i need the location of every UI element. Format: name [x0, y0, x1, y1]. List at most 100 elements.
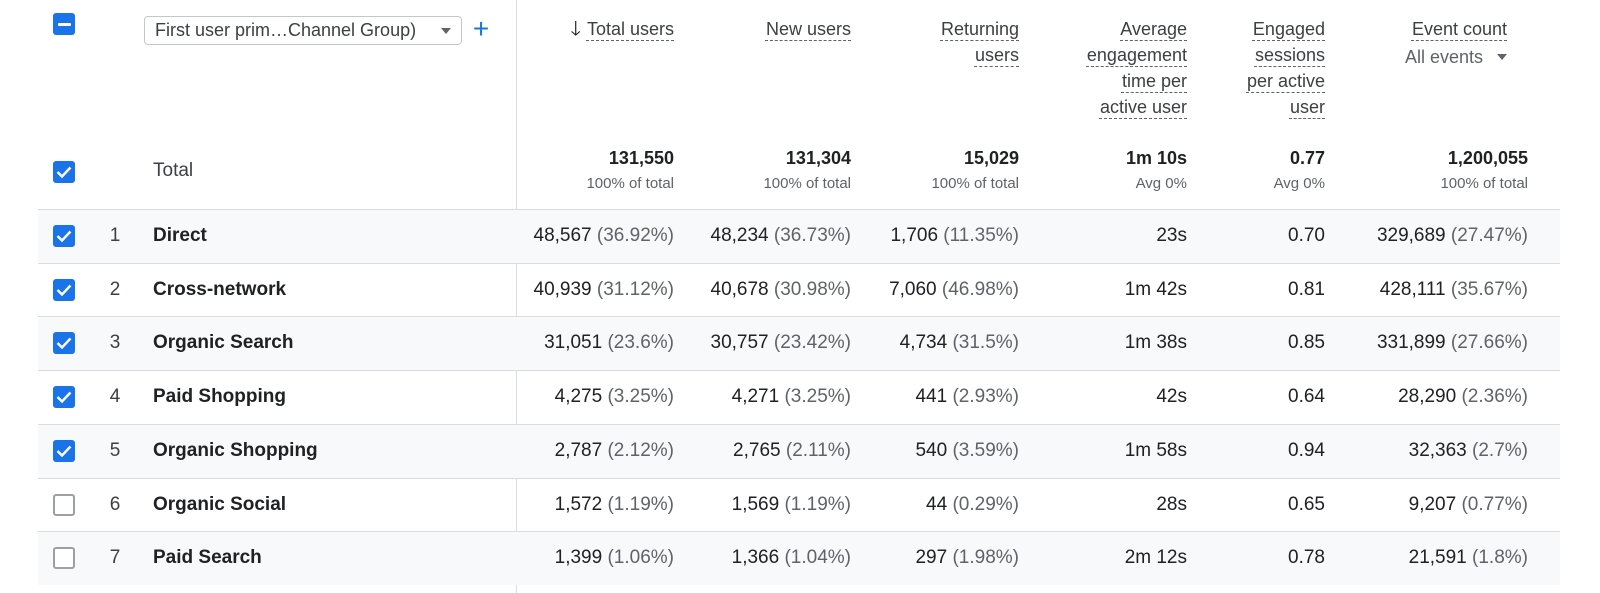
column-header-total-users[interactable]: 🡓 Total users	[570, 18, 674, 40]
event-select-label: All events	[1404, 47, 1483, 67]
table-row[interactable]: 4 Paid Shopping 4,275 (3.25%) 4,271 (3.25%)…	[38, 370, 1560, 424]
row-checkbox[interactable]	[53, 439, 75, 462]
table-row[interactable]: 3 Organic Search 31,051 (23.6%) 30,757 (23.…	[38, 316, 1560, 371]
row-checkbox[interactable]	[53, 278, 75, 301]
column-header-avg-engagement[interactable]: Average engagement time per active user	[1086, 19, 1187, 117]
cell-new-users: 40,678 (30.98%)	[710, 278, 852, 300]
cell-avg-engagement: 1m 42s	[1124, 278, 1187, 300]
total-engaged-sessions: 0.77 Avg 0%	[1273, 148, 1325, 192]
column-header-engaged-sessions[interactable]: Engaged sessions per active user	[1246, 19, 1325, 117]
row-index: 3	[109, 332, 121, 354]
cell-returning-users: 441 (2.93%)	[915, 386, 1019, 408]
cell-total-users: 1,399 (1.06%)	[554, 547, 674, 569]
report-table: First user prim…Channel Group) + 🡓 Total …	[38, 0, 1560, 593]
cell-total-users: 4,275 (3.25%)	[554, 386, 674, 408]
table-row[interactable]: 2 Cross-network 40,939 (31.12%) 40,678 (30.…	[38, 262, 1560, 317]
add-dimension-button[interactable]: +	[472, 13, 490, 44]
sort-descending-icon: 🡓	[570, 18, 581, 40]
table-row[interactable]: 1 Direct 48,567 (36.92%) 48,234 (36.73%) 1,7…	[38, 209, 1560, 263]
cell-total-users: 40,939 (31.12%)	[533, 278, 675, 300]
total-label: Total	[153, 160, 194, 181]
cell-returning-users: 7,060 (46.98%)	[889, 278, 1019, 300]
cell-engaged-sessions: 0.70	[1288, 225, 1325, 246]
total-checkbox[interactable]	[53, 161, 75, 183]
cell-new-users: 1,366 (1.04%)	[731, 547, 851, 569]
table-row[interactable]: 5 Organic Shopping 2,787 (2.12%) 2,765 (2.1…	[38, 423, 1560, 478]
check-icon	[56, 338, 72, 350]
row-checkbox[interactable]	[53, 225, 75, 247]
table-row[interactable]: 7 Paid Search 1,399 (1.06%) 1,366 (1.04%) 29…	[38, 531, 1560, 586]
cell-returning-users: 297 (1.98%)	[915, 547, 1019, 569]
cell-new-users: 48,234 (36.73%)	[710, 225, 852, 246]
row-checkbox[interactable]	[53, 547, 75, 570]
cell-event-count: 28,290 (2.36%)	[1398, 386, 1528, 408]
column-divider	[516, 0, 517, 593]
event-select[interactable]: All events	[1405, 44, 1507, 70]
row-index: 2	[109, 278, 121, 300]
total-total-users: 131,550 100% of total	[586, 148, 674, 192]
cell-avg-engagement: 1m 38s	[1124, 332, 1187, 354]
chevron-down-icon	[441, 27, 451, 34]
cell-returning-users: 1,706 (11.35%)	[890, 225, 1019, 246]
row-checkbox[interactable]	[53, 332, 75, 355]
row-index: 1	[109, 225, 121, 246]
row-index: 7	[109, 547, 121, 569]
total-avg-engagement: 1m 10s Avg 0%	[1125, 148, 1187, 192]
dimension-select-label: First user prim…Channel Group)	[155, 20, 417, 40]
check-icon	[56, 284, 72, 296]
cell-avg-engagement: 1m 58s	[1124, 439, 1187, 461]
row-channel-name: Organic Social	[153, 493, 287, 515]
row-channel-name: Cross-network	[153, 278, 287, 300]
cell-event-count: 32,363 (2.7%)	[1408, 439, 1528, 461]
row-checkbox[interactable]	[53, 493, 75, 516]
cell-event-count: 331,899 (27.66%)	[1376, 332, 1528, 354]
cell-new-users: 30,757 (23.42%)	[710, 332, 852, 354]
column-header-returning-users[interactable]: Returning users	[940, 19, 1019, 65]
cell-new-users: 1,569 (1.19%)	[731, 493, 851, 515]
row-channel-name: Organic Shopping	[153, 439, 318, 461]
check-icon	[56, 166, 72, 179]
cell-avg-engagement: 23s	[1156, 225, 1187, 246]
cell-total-users: 1,572 (1.19%)	[554, 493, 674, 515]
cell-returning-users: 44 (0.29%)	[926, 493, 1019, 515]
cell-event-count: 9,207 (0.77%)	[1408, 493, 1528, 515]
cell-avg-engagement: 2m 12s	[1124, 547, 1187, 569]
row-checkbox[interactable]	[53, 386, 75, 409]
cell-event-count: 21,591 (1.8%)	[1408, 547, 1528, 569]
check-icon	[56, 230, 72, 243]
cell-total-users: 48,567 (36.92%)	[533, 225, 675, 246]
cell-total-users: 2,787 (2.12%)	[554, 439, 674, 461]
column-header-event-count[interactable]: Event count All events	[1405, 16, 1507, 70]
select-all-checkbox[interactable]	[53, 13, 75, 35]
indeterminate-icon	[57, 22, 71, 26]
chevron-down-icon	[1497, 54, 1507, 60]
table-row[interactable]: 6 Organic Social 1,572 (1.19%) 1,569 (1.19%…	[38, 477, 1560, 532]
check-icon	[56, 391, 72, 404]
column-header-new-users[interactable]: New users	[765, 19, 851, 39]
total-returning-users: 15,029 100% of total	[931, 148, 1019, 192]
cell-engaged-sessions: 0.64	[1288, 386, 1325, 408]
total-event-count: 1,200,055 100% of total	[1440, 148, 1528, 192]
row-index: 5	[109, 439, 121, 461]
dimension-select[interactable]: First user prim…Channel Group)	[144, 16, 462, 45]
cell-new-users: 4,271 (3.25%)	[731, 386, 851, 408]
cell-engaged-sessions: 0.81	[1288, 278, 1325, 300]
cell-new-users: 2,765 (2.11%)	[733, 439, 851, 461]
cell-returning-users: 540 (3.59%)	[915, 439, 1019, 461]
cell-engaged-sessions: 0.94	[1288, 439, 1325, 461]
row-index: 4	[109, 386, 121, 408]
total-new-users: 131,304 100% of total	[763, 148, 851, 192]
cell-avg-engagement: 42s	[1156, 386, 1187, 408]
cell-returning-users: 4,734 (31.5%)	[899, 332, 1019, 354]
cell-avg-engagement: 28s	[1156, 493, 1187, 515]
cell-engaged-sessions: 0.85	[1288, 332, 1325, 354]
row-index: 6	[109, 493, 121, 515]
cell-event-count: 428,111 (35.67%)	[1379, 278, 1528, 300]
cell-engaged-sessions: 0.65	[1288, 493, 1325, 515]
cell-engaged-sessions: 0.78	[1288, 547, 1325, 569]
row-channel-name: Paid Shopping	[153, 386, 286, 408]
row-channel-name: Organic Search	[153, 332, 294, 354]
row-channel-name: Paid Search	[153, 547, 262, 569]
cell-event-count: 329,689 (27.47%)	[1376, 225, 1528, 246]
cell-total-users: 31,051 (23.6%)	[544, 332, 674, 354]
